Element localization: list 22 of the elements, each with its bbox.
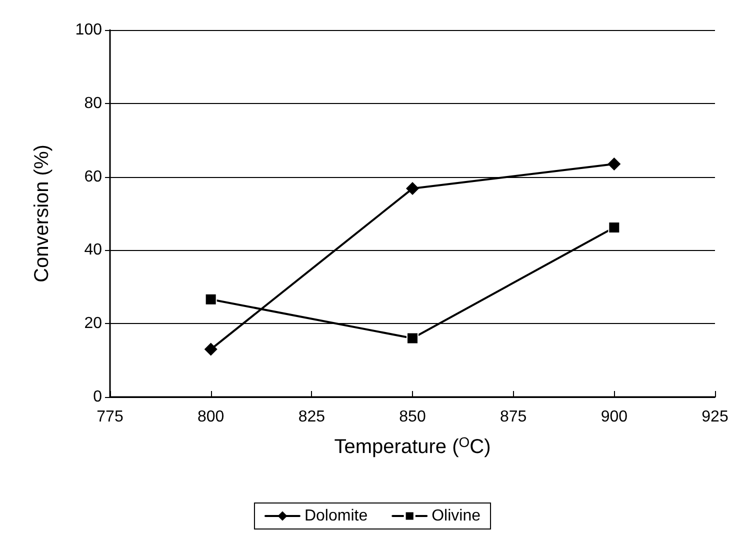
point (204, 293, 217, 306)
point (406, 182, 419, 196)
x-tick-label: 925 (702, 408, 728, 426)
point (608, 157, 621, 170)
point (406, 332, 418, 344)
legend-label: Dolomite (304, 508, 368, 524)
x-tick-label: 850 (399, 408, 426, 426)
point (204, 342, 218, 356)
y-tick-label: 60 (84, 168, 102, 186)
y-tick-label: 40 (84, 242, 102, 259)
y-axis-title: Conversion (%) (31, 144, 53, 282)
x-tick-label: 900 (600, 408, 628, 426)
y-tick-label: 80 (84, 94, 102, 112)
x-tick-label: 875 (500, 408, 527, 426)
y-tick-label: 0 (93, 388, 102, 406)
y-tick-label: 100 (75, 22, 102, 38)
y-tick-label: 20 (84, 315, 102, 332)
x-tick-label: 775 (96, 408, 124, 426)
point (608, 221, 620, 234)
legend-label: Olivine (432, 508, 481, 524)
x-tick-label: 825 (298, 408, 326, 426)
x-tick-label: 800 (197, 408, 224, 426)
